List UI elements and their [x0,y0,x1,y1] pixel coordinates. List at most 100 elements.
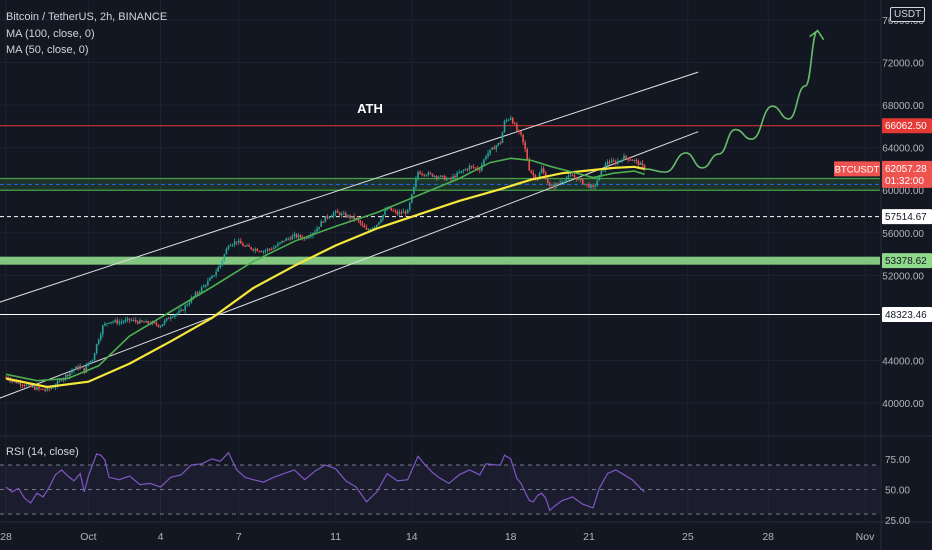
candle-body [446,178,448,180]
candle-body [491,147,493,150]
candle-body [425,175,428,177]
candle-body [200,287,203,292]
candle-body [557,183,559,185]
candle-body [19,382,22,385]
candle-body [635,160,638,162]
candle-body [182,309,184,311]
candle-body [612,160,615,162]
candle-body [549,183,551,187]
candle-body [520,131,522,135]
candle-body [474,167,477,169]
level-tag: 53378.62 [882,253,932,269]
ma100-legend[interactable]: MA (100, close, 0) [6,27,95,40]
candle-body [287,238,290,240]
candle-body [639,162,642,165]
candle-body [497,142,500,146]
price-tick-label: 60000.00 [882,186,924,197]
channel-line [0,71,699,303]
candle-body [13,380,16,382]
candle-body [355,217,357,219]
candle-body [215,271,217,276]
candle-body [532,172,535,176]
candle-body [192,296,195,298]
candle-body [631,159,634,161]
candle-body [625,155,627,158]
candle-body [633,160,636,162]
level-tag-text: 53378.62 [885,256,927,267]
candle-body [139,320,141,324]
candle-body [454,176,456,178]
candle-body [25,384,28,386]
candle-body [485,156,487,160]
candle-body [489,149,491,154]
candle-body [167,318,170,320]
candle-body [114,320,116,322]
candle-body [326,216,329,218]
candle-body [246,245,248,247]
level-tag-bg [882,306,932,322]
time-tick-label: 18 [505,531,517,543]
candle-body [643,165,646,170]
candle-body [516,124,518,131]
candle-body [334,210,337,214]
candle-body [196,292,199,294]
candle-body [83,367,86,373]
candle-body [221,260,224,265]
time-tick-label: 7 [236,531,242,543]
projection-path [644,29,819,173]
candle-body [604,164,607,171]
candle-body [596,180,599,186]
time-tick-label: 11 [330,531,341,543]
price-tick-label: 44000.00 [882,356,924,367]
ma50-legend[interactable]: MA (50, close, 0) [6,44,89,56]
rsi-legend[interactable]: RSI (14, close) [6,446,79,458]
candle-body [73,369,75,371]
candle-body [466,169,469,171]
candle-body [316,228,318,232]
candle-body [161,324,164,327]
candle-body [499,142,502,144]
candle-body [50,387,53,389]
candle-body [308,236,310,239]
candle-body [415,178,417,187]
candle-body [332,213,335,217]
ma100-line [5,165,645,389]
time-tick-label: Nov [856,531,875,543]
level-tag-bg [882,209,932,225]
candle-body [250,246,252,250]
candle-body [202,285,205,288]
candle-body [118,322,121,324]
candle-body [102,325,104,335]
candle-body [553,185,555,188]
candle-body [367,229,370,231]
candle-body [600,171,603,176]
candle-body [402,211,405,214]
candle-body [293,234,296,237]
candle-body [31,386,34,388]
candle-body [511,117,514,124]
candle-body [132,319,135,321]
candle-body [172,316,174,318]
level-tag-text: 48323.46 [885,310,927,321]
time-axis[interactable]: 28 Oct 4 7 11 14 18 21 25 28 Nov [0,531,875,543]
candle-body [606,162,609,165]
currency-button[interactable]: USDT [890,7,926,22]
candle-body [503,121,506,133]
candle-body [324,216,327,223]
candle-body [338,212,341,216]
candle-body [584,183,586,185]
candle-body [188,302,191,305]
candle-body [11,380,13,382]
candle-body [223,254,226,261]
candle-body [198,291,201,293]
candle-body [240,240,242,244]
price-tick-label: 68000.00 [882,101,924,112]
time-tick-label: 28 [762,531,774,543]
candle-body [64,374,67,379]
symbol-title[interactable]: Bitcoin / TetherUS, 2h, BINANCE [6,11,168,23]
candle-body [67,374,69,377]
candle-body [384,210,386,215]
candle-body [501,132,504,144]
candle-body [23,385,26,387]
